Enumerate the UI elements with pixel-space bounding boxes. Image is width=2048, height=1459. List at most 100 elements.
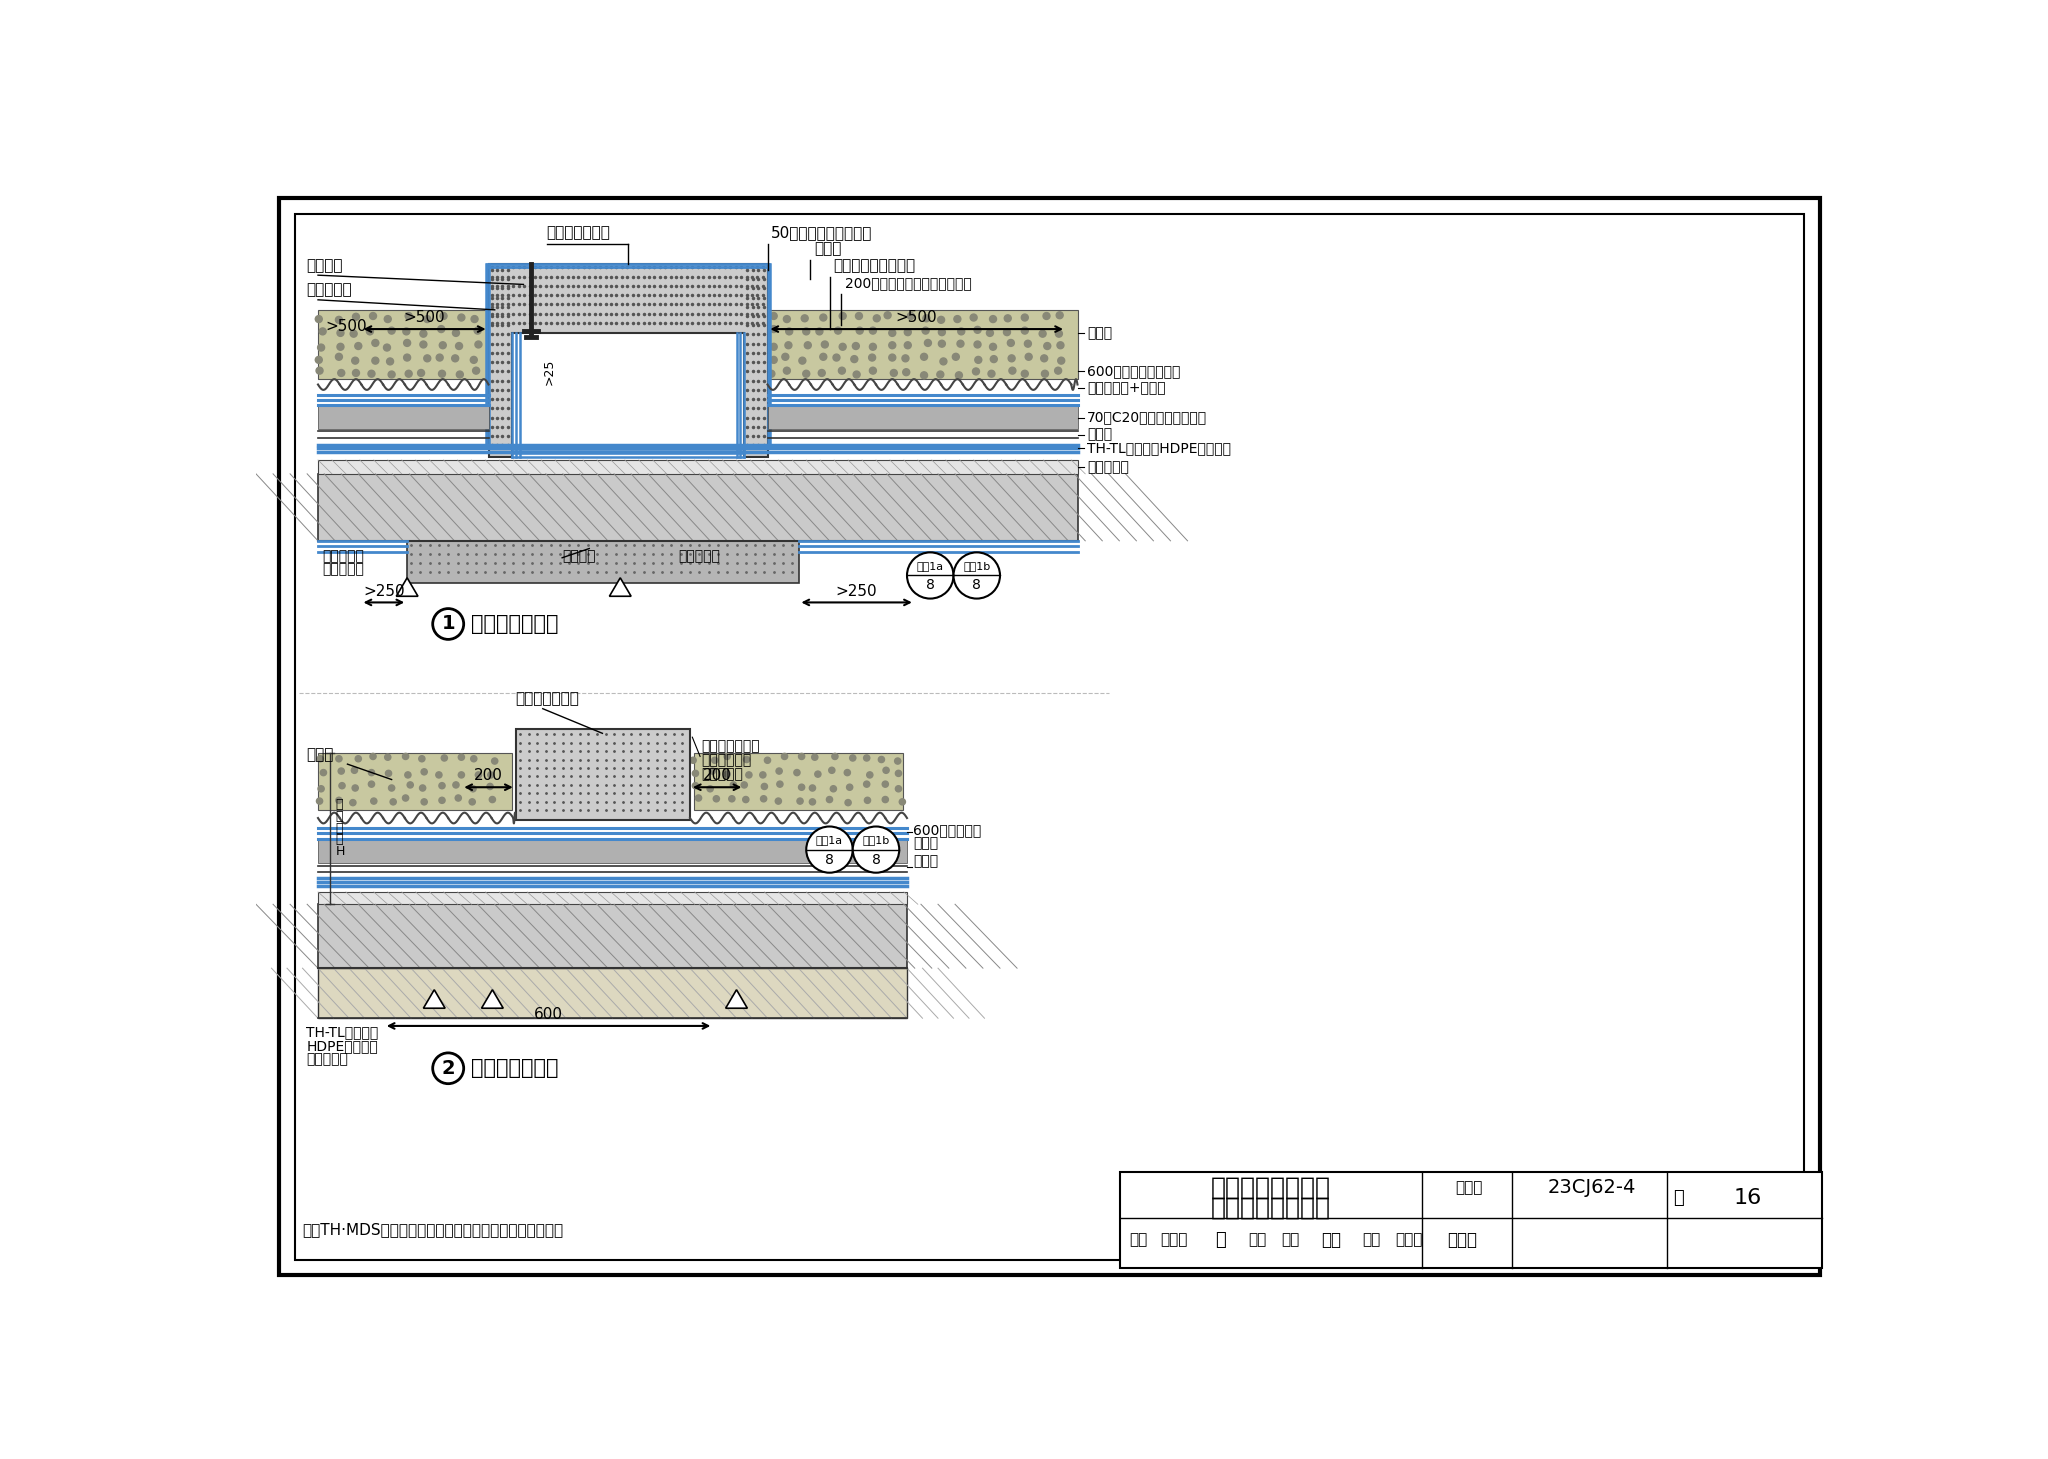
Circle shape — [819, 369, 825, 376]
Text: 种植顶板设备基础: 种植顶板设备基础 — [1210, 1176, 1331, 1199]
Circle shape — [987, 330, 993, 337]
Text: 种项1a: 种项1a — [918, 562, 944, 572]
Text: >25: >25 — [543, 359, 555, 385]
Text: 复合异型片+导流槽: 复合异型片+导流槽 — [1087, 381, 1165, 395]
Circle shape — [827, 797, 834, 802]
Circle shape — [403, 328, 410, 336]
Text: 200: 200 — [702, 769, 731, 783]
Text: H: H — [336, 845, 346, 858]
Circle shape — [338, 369, 344, 376]
Polygon shape — [424, 989, 444, 1008]
Circle shape — [369, 371, 375, 378]
Bar — [1120, 1172, 1821, 1268]
Circle shape — [352, 369, 360, 376]
Text: >250: >250 — [362, 584, 406, 598]
Circle shape — [424, 315, 430, 322]
Text: 导流槽: 导流槽 — [913, 854, 938, 868]
Circle shape — [317, 344, 324, 352]
Circle shape — [938, 340, 946, 347]
Circle shape — [801, 315, 809, 322]
Circle shape — [924, 340, 932, 346]
Circle shape — [1022, 371, 1028, 378]
Text: 设备基础（二）: 设备基础（二） — [471, 1058, 559, 1078]
Circle shape — [424, 355, 430, 362]
Circle shape — [782, 753, 788, 760]
Circle shape — [1026, 353, 1032, 360]
Circle shape — [1057, 312, 1063, 318]
Circle shape — [883, 797, 889, 802]
Circle shape — [350, 800, 356, 805]
Circle shape — [406, 371, 412, 378]
Circle shape — [1008, 340, 1014, 346]
Circle shape — [403, 795, 410, 801]
Polygon shape — [725, 989, 748, 1008]
Circle shape — [317, 756, 324, 762]
Circle shape — [975, 356, 981, 363]
Circle shape — [899, 798, 905, 805]
Circle shape — [770, 356, 776, 363]
Text: 肖华春: 肖华春 — [1161, 1233, 1188, 1247]
Circle shape — [692, 782, 698, 789]
Circle shape — [762, 783, 768, 789]
Circle shape — [786, 328, 793, 336]
Circle shape — [690, 757, 696, 763]
Bar — [768, 406, 1077, 429]
Text: 图集号: 图集号 — [1456, 1180, 1483, 1195]
Circle shape — [729, 795, 735, 802]
Circle shape — [895, 770, 901, 776]
Circle shape — [336, 317, 342, 324]
Circle shape — [1057, 357, 1065, 365]
Circle shape — [866, 772, 872, 778]
Circle shape — [797, 798, 803, 804]
Circle shape — [991, 356, 997, 363]
Circle shape — [782, 353, 788, 360]
Circle shape — [315, 356, 322, 363]
Circle shape — [975, 341, 981, 347]
Circle shape — [901, 355, 909, 362]
Text: 后安装设备基础: 后安装设备基础 — [702, 740, 760, 753]
Circle shape — [389, 371, 395, 378]
Circle shape — [317, 786, 324, 792]
Circle shape — [879, 756, 885, 763]
Text: >500: >500 — [326, 320, 367, 334]
Circle shape — [834, 355, 840, 360]
Circle shape — [856, 312, 862, 320]
Circle shape — [455, 343, 463, 350]
Text: 种项1a: 种项1a — [815, 836, 844, 845]
Bar — [317, 839, 907, 862]
Text: 土工布: 土工布 — [913, 836, 938, 851]
Circle shape — [741, 782, 748, 788]
Circle shape — [352, 314, 360, 320]
Text: 普通防水层: 普通防水层 — [1087, 460, 1128, 474]
Text: 普通防水层: 普通防水层 — [322, 562, 365, 576]
Circle shape — [440, 754, 446, 762]
Circle shape — [889, 355, 895, 360]
Circle shape — [713, 757, 719, 763]
Bar — [516, 730, 690, 820]
Circle shape — [389, 798, 395, 805]
Circle shape — [1022, 314, 1028, 321]
Circle shape — [840, 312, 846, 320]
Polygon shape — [395, 578, 418, 597]
Text: 页: 页 — [1673, 1189, 1683, 1207]
Circle shape — [889, 330, 895, 337]
Circle shape — [895, 759, 901, 765]
Circle shape — [819, 314, 827, 321]
Circle shape — [805, 341, 811, 349]
Circle shape — [834, 327, 842, 334]
Circle shape — [492, 759, 498, 765]
Circle shape — [389, 785, 395, 791]
Circle shape — [403, 355, 410, 360]
Circle shape — [440, 312, 446, 320]
Circle shape — [975, 327, 981, 333]
Circle shape — [1055, 330, 1063, 337]
Circle shape — [938, 328, 946, 336]
Circle shape — [846, 800, 852, 805]
Circle shape — [770, 343, 776, 350]
Circle shape — [385, 770, 391, 776]
Circle shape — [883, 767, 889, 773]
Circle shape — [453, 330, 459, 337]
Text: 防、排水构造做法: 防、排水构造做法 — [1210, 1195, 1331, 1220]
Circle shape — [383, 344, 391, 352]
Circle shape — [776, 798, 782, 804]
